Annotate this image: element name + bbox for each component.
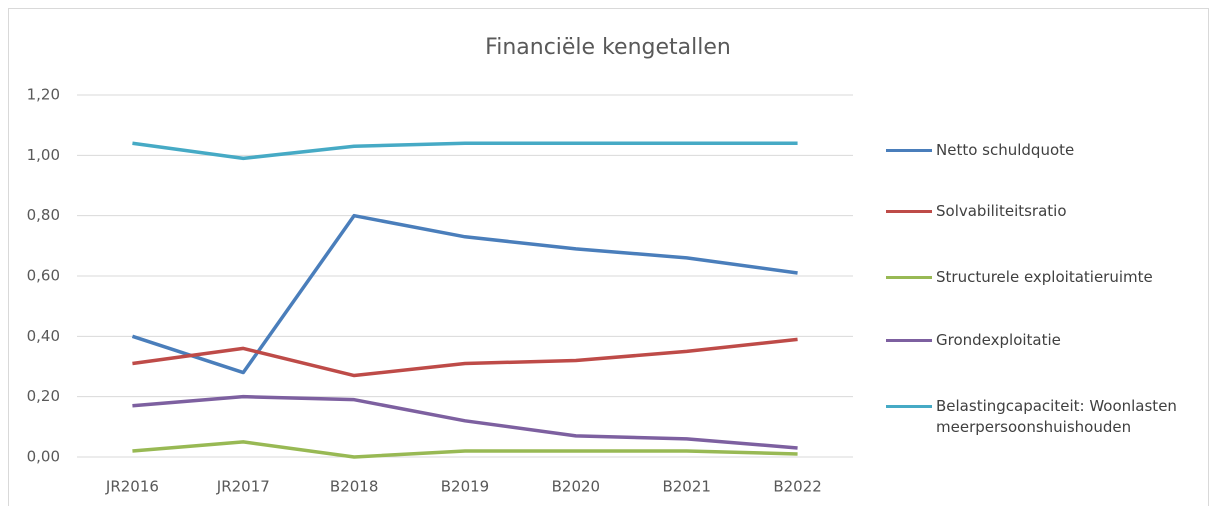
legend-label: Solvabiliteitsratio: [936, 202, 1067, 220]
legend-swatch: [886, 210, 932, 213]
legend-item: Grondexploitatie: [886, 330, 1206, 351]
x-tick-label: B2018: [330, 478, 378, 496]
legend-swatch: [886, 276, 932, 279]
x-tick-label: B2019: [441, 478, 489, 496]
legend-item: Structurele exploitatieruimte: [886, 267, 1206, 288]
legend-label: Netto schuldquote: [936, 141, 1075, 159]
y-tick-label: 0,20: [27, 387, 60, 405]
y-tick-label: 0,60: [27, 267, 60, 285]
x-tick-label: B2020: [552, 478, 600, 496]
legend-label: Belastingcapaciteit: Woonlasten meerpers…: [936, 397, 1177, 436]
legend-item: Solvabiliteitsratio: [886, 201, 1206, 222]
y-tick-label: 0,80: [27, 206, 60, 224]
series-line: [132, 440, 798, 459]
x-tick-label: JR2016: [105, 478, 159, 496]
legend-swatch: [886, 339, 932, 342]
y-tick-label: 1,20: [27, 86, 60, 104]
chart-title: Financiële kengetallen: [485, 35, 731, 60]
y-tick-label: 0,00: [27, 448, 60, 466]
series-line: [132, 141, 798, 161]
series-line: [132, 394, 798, 450]
chart-frame: [8, 8, 1209, 506]
x-tick-label: B2021: [662, 478, 710, 496]
legend-label: Grondexploitatie: [936, 331, 1061, 349]
legend-swatch: [886, 149, 932, 152]
x-tick-label: JR2017: [216, 478, 270, 496]
legend-item: Netto schuldquote: [886, 140, 1206, 161]
legend-item: Belastingcapaciteit: Woonlasten meerpers…: [886, 396, 1206, 438]
series-line: [132, 337, 798, 378]
y-tick-label: 0,40: [27, 327, 60, 345]
y-tick-label: 1,00: [27, 146, 60, 164]
legend-swatch: [886, 405, 932, 408]
legend-label: Structurele exploitatieruimte: [936, 268, 1153, 286]
series-line: [131, 213, 798, 375]
x-tick-label: B2022: [773, 478, 821, 496]
